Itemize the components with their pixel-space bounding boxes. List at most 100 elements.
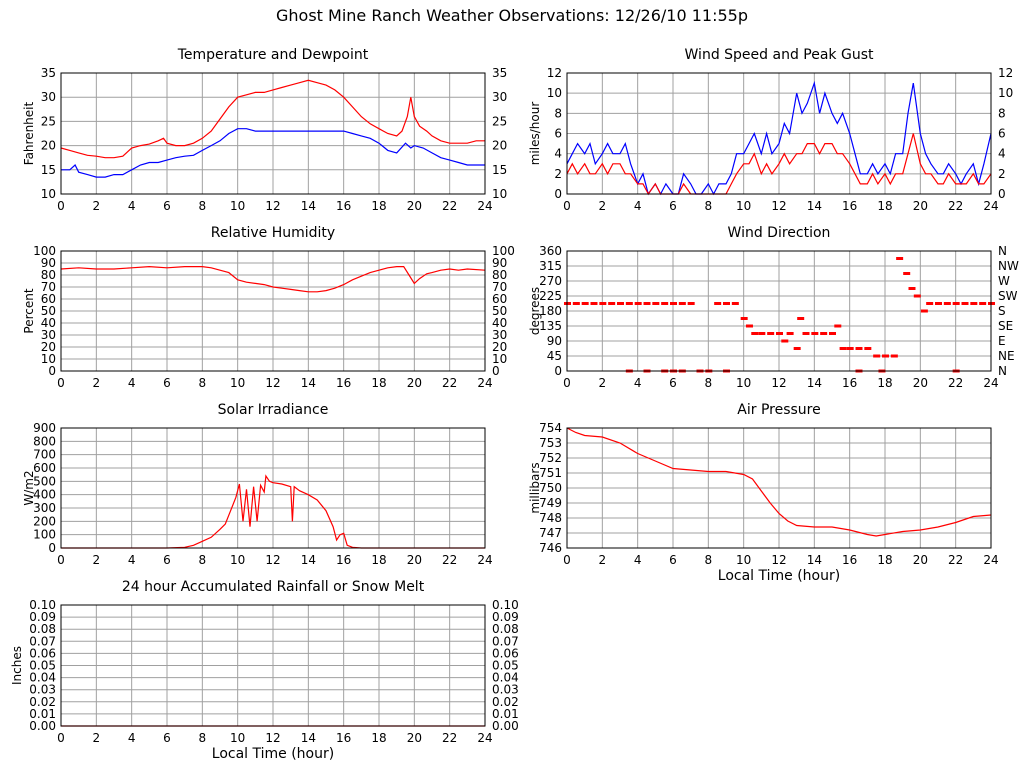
rainfall-xtick-label: 10 [230,731,245,745]
humidity-ytick-label: 0 [48,364,56,378]
wind-direction-point [714,302,722,305]
rainfall-ytick-label: 0.01 [29,707,56,721]
rainfall-xtick-label: 0 [57,731,65,745]
humidity-ytick-label: 40 [41,316,56,330]
humidity-ytick-label-right: 30 [492,328,507,342]
rainfall-ytick-label-right: 0.00 [492,719,519,733]
temperature-xtick-label: 6 [163,199,171,213]
wind-direction-point [943,302,951,305]
wind-direction-xtick-label: 24 [983,376,998,390]
rainfall-ytick-label-right: 0.03 [492,683,519,697]
humidity-ylabel: Percent [22,288,36,333]
pressure-xtick-label: 8 [705,553,713,567]
solar-ytick-label: 700 [33,448,56,462]
rainfall-xtick-label: 12 [265,731,280,745]
wind-speed-xtick-label: 18 [877,199,892,213]
wind-direction-compass-label: S [998,304,1006,318]
temperature-xtick-label: 22 [442,199,457,213]
solar-ytick-label: 300 [33,501,56,515]
wind-direction-point [634,302,642,305]
pressure-xtick-label: 12 [771,553,786,567]
temperature-ytick-label-right: 30 [492,90,507,104]
rainfall-xtick-label: 22 [442,731,457,745]
temperature-ytick-label: 10 [41,187,56,201]
pressure-title: Air Pressure [737,402,820,418]
wind-speed-ytick-label: 10 [547,86,562,100]
pressure-xlabel: Local Time (hour) [718,568,840,584]
pressure-xtick-label: 18 [877,553,892,567]
wind-direction-point [896,257,904,260]
wind-direction-point [572,302,580,305]
wind-direction-point [643,302,651,305]
wind-direction-point [786,332,794,335]
wind-speed-xtick-label: 16 [842,199,857,213]
wind-direction-ytick-label: 90 [547,334,562,348]
temperature-plot-frame [60,72,486,195]
solar-xtick-label: 10 [230,553,245,567]
rainfall-xtick-label: 16 [336,731,351,745]
temperature-xtick-label: 4 [128,199,136,213]
pressure-xtick-label: 6 [669,553,677,567]
temperature-title: Temperature and Dewpoint [177,47,369,63]
humidity-xtick-label: 20 [407,376,422,390]
wind-direction-point [590,302,598,305]
wind-direction-point [908,287,916,290]
pressure-xtick-label: 2 [599,553,607,567]
rainfall-xlabel: Local Time (hour) [212,746,334,762]
wind-direction-ytick-label: 225 [539,289,562,303]
humidity-xtick-label: 4 [128,376,136,390]
humidity-ytick-label: 100 [33,244,56,258]
rainfall-ytick-label-right: 0.01 [492,707,519,721]
wind-direction-point [617,302,624,305]
wind-speed-ytick-label: 0 [554,187,562,201]
rainfall-xtick-label: 6 [163,731,171,745]
wind-direction-point [797,317,805,320]
wind-direction-point [820,332,828,335]
rainfall-xtick-label: 18 [371,731,386,745]
solar-ytick-label: 0 [48,541,56,555]
solar-ytick-label: 400 [33,488,56,502]
temperature-xtick-label: 10 [230,199,245,213]
solar-ytick-label: 200 [33,514,56,528]
page-title: Ghost Mine Ranch Weather Observations: 1… [276,6,748,25]
humidity-ytick-label-right: 50 [492,304,507,318]
humidity-xtick-label: 2 [93,376,101,390]
wind-direction-point [608,302,616,305]
temperature-ytick-label-right: 10 [492,187,507,201]
rainfall-xtick-label: 8 [199,731,207,745]
wind-direction-ytick-label: 135 [539,319,562,333]
wind-speed-xtick-label: 22 [948,199,963,213]
rainfall-ytick-label-right: 0.10 [492,598,519,612]
wind-direction-point [758,332,766,335]
wind-direction-point [913,294,921,298]
wind-direction-point [864,347,872,350]
temperature-xtick-label: 12 [265,199,280,213]
temperature-xtick-label: 0 [57,199,65,213]
rainfall-ytick-label-right: 0.09 [492,610,519,624]
temperature-xtick-label: 24 [477,199,492,213]
rainfall-ylabel: Inches [10,646,24,685]
solar-ytick-label: 800 [33,434,56,448]
solar-xtick-label: 8 [199,553,207,567]
rainfall-ytick-label-right: 0.05 [492,659,519,673]
wind-direction-point [731,302,739,305]
wind-speed-xtick-label: 24 [983,199,998,213]
wind-direction-compass-label: NW [998,259,1019,273]
wind-direction-xtick-label: 22 [948,376,963,390]
temperature-xtick-label: 20 [407,199,422,213]
pressure-ytick-label: 752 [539,451,562,465]
wind-direction-xtick-label: 2 [599,376,607,390]
wind-direction-point [661,302,669,305]
humidity-ytick-label: 30 [41,328,56,342]
wind-speed-ylabel: miles/hour [528,102,542,166]
solar-xtick-label: 6 [163,553,171,567]
humidity-xtick-label: 22 [442,376,457,390]
wind-direction-point [920,309,928,313]
pressure-xtick-label: 14 [807,553,822,567]
wind-direction-point [723,302,730,305]
rainfall-ytick-label-right: 0.08 [492,622,519,636]
wind-direction-xtick-label: 8 [705,376,713,390]
wind-speed-xtick-label: 20 [913,199,928,213]
